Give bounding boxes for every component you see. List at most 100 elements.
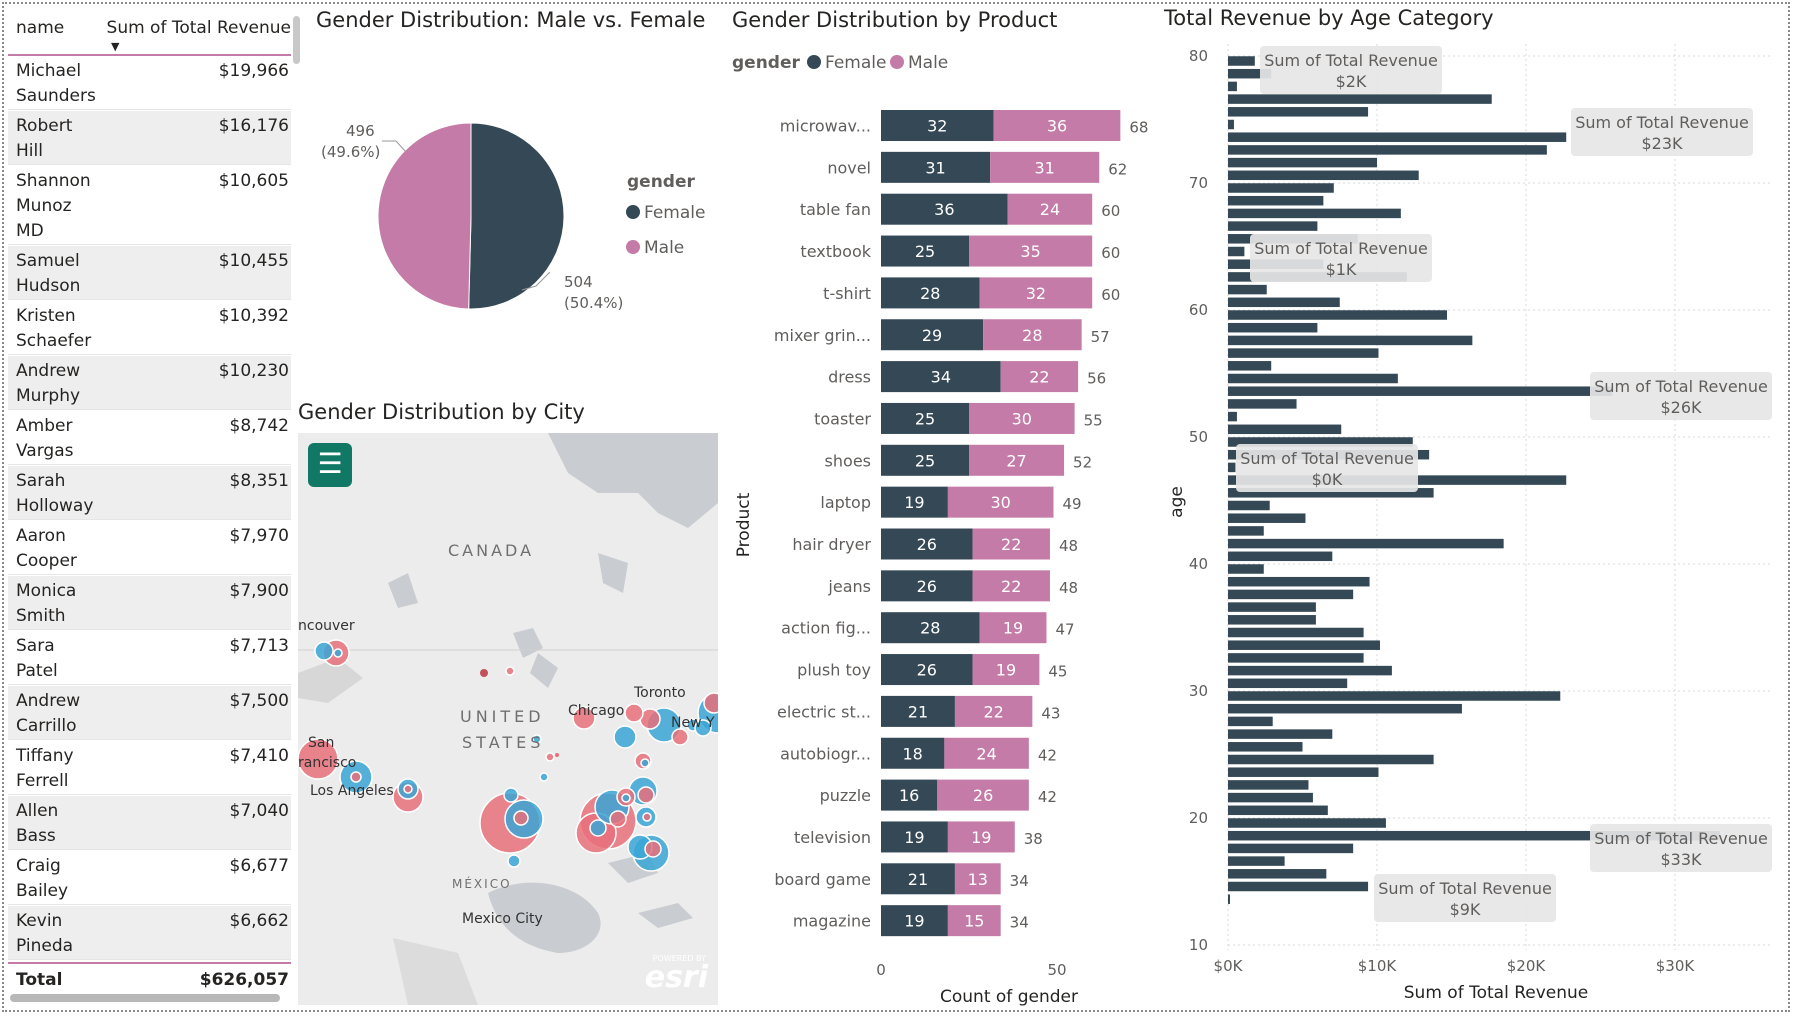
age-bar[interactable] xyxy=(1228,576,1370,587)
table-row[interactable]: Andrew Carrillo $7,500 xyxy=(8,686,291,740)
column-header-name[interactable]: name xyxy=(16,18,65,38)
table-header[interactable]: name Sum of Total Revenue ▼ xyxy=(8,14,291,56)
age-bar[interactable] xyxy=(1228,348,1379,358)
age-bar[interactable] xyxy=(1228,94,1492,104)
table-horizontal-scrollbar[interactable] xyxy=(10,994,280,1002)
table-row[interactable]: Tiffany Ferrell $7,410 xyxy=(8,741,291,795)
bar-female[interactable] xyxy=(881,444,969,476)
bar-female[interactable] xyxy=(881,277,980,309)
bar-male[interactable] xyxy=(1007,193,1093,225)
age-bar[interactable] xyxy=(1228,462,1236,473)
bar-female[interactable] xyxy=(881,905,948,937)
map-bubble-male[interactable] xyxy=(671,728,689,746)
map-bubble-male[interactable] xyxy=(545,752,555,762)
age-bar[interactable] xyxy=(1228,767,1379,777)
product-stacked-bar-chart[interactable]: gender Female Male microwav... 32 36 68 novel 31… xyxy=(728,40,1148,1010)
map-bubble-male[interactable] xyxy=(703,692,718,714)
age-bar[interactable] xyxy=(1228,716,1273,727)
bar-male[interactable] xyxy=(947,905,1001,937)
age-bar[interactable] xyxy=(1228,678,1348,689)
age-bar[interactable] xyxy=(1228,183,1334,193)
age-bar[interactable] xyxy=(1228,665,1392,676)
map-bubble-male[interactable] xyxy=(609,810,627,828)
table-row[interactable]: Samuel Hudson $10,455 xyxy=(8,246,291,300)
map-bubble-female[interactable] xyxy=(613,725,637,749)
bar-male[interactable] xyxy=(990,151,1100,183)
map-bubble-female[interactable] xyxy=(694,719,712,737)
revenue-by-name-table[interactable]: name Sum of Total Revenue ▼ Michael Saund… xyxy=(8,14,291,994)
table-vertical-scrollbar[interactable] xyxy=(293,16,300,64)
bar-female[interactable] xyxy=(881,151,991,183)
age-bar[interactable] xyxy=(1228,335,1473,346)
age-bar[interactable] xyxy=(1228,170,1419,181)
table-row[interactable]: Kevin Pineda $6,662 xyxy=(8,906,291,960)
bar-male[interactable] xyxy=(954,863,1001,895)
table-row[interactable]: Sara Patel $7,713 xyxy=(8,631,291,685)
bar-female[interactable] xyxy=(881,235,969,267)
bar-male[interactable] xyxy=(937,779,1029,811)
bar-female[interactable] xyxy=(881,193,1008,225)
gender-city-map[interactable]: CANADA UNITED STATES Chicago Toronto New… xyxy=(298,433,718,1005)
map-bubble-male[interactable] xyxy=(644,840,662,858)
age-bar[interactable] xyxy=(1228,818,1386,828)
age-bar[interactable] xyxy=(1228,615,1316,625)
bar-female[interactable] xyxy=(881,821,948,853)
age-bar[interactable] xyxy=(1228,145,1547,155)
age-bar[interactable] xyxy=(1228,742,1303,752)
age-bar[interactable] xyxy=(1228,500,1270,511)
bar-female[interactable] xyxy=(881,779,938,811)
age-bar[interactable] xyxy=(1228,551,1333,562)
bar-male[interactable] xyxy=(979,612,1047,644)
age-bar[interactable] xyxy=(1228,56,1255,66)
table-row[interactable]: Monica Smith $7,900 xyxy=(8,576,291,630)
age-bar[interactable] xyxy=(1228,119,1234,130)
age-bar[interactable] xyxy=(1228,310,1448,320)
age-bar[interactable] xyxy=(1228,830,1720,841)
table-row[interactable]: Kristen Schaefer $10,392 xyxy=(8,301,291,355)
map-bubble-female[interactable] xyxy=(621,793,631,803)
bar-female[interactable] xyxy=(881,654,973,686)
bar-male[interactable] xyxy=(969,402,1075,434)
pie-slice-male[interactable] xyxy=(377,122,472,310)
map-bubble-male[interactable] xyxy=(624,703,644,723)
age-bar[interactable] xyxy=(1228,729,1333,739)
pie-slice-female[interactable] xyxy=(468,122,565,310)
age-bar[interactable] xyxy=(1228,284,1267,295)
map-bubble-female[interactable] xyxy=(589,819,607,837)
age-bar[interactable] xyxy=(1228,703,1462,714)
table-row[interactable]: Andrew Murphy $10,230 xyxy=(8,356,291,410)
bar-male[interactable] xyxy=(972,528,1050,560)
age-bar[interactable] xyxy=(1228,68,1272,79)
map-bubble-male[interactable] xyxy=(480,669,488,677)
age-revenue-bar-chart[interactable]: $0K $10K $20K $30K 10 20 30 40 50 60 70 80 Sum of To… xyxy=(1160,36,1790,1011)
age-bar[interactable] xyxy=(1228,195,1324,206)
age-bar[interactable] xyxy=(1228,805,1328,816)
age-bar[interactable] xyxy=(1228,488,1434,498)
bar-female[interactable] xyxy=(881,695,955,727)
age-bar[interactable] xyxy=(1228,780,1309,790)
age-bar[interactable] xyxy=(1228,322,1318,333)
age-bar[interactable] xyxy=(1228,221,1318,231)
bar-male[interactable] xyxy=(983,319,1082,351)
map-bubble-female[interactable] xyxy=(539,772,549,782)
age-bar[interactable] xyxy=(1228,653,1364,663)
bar-male[interactable] xyxy=(972,654,1040,686)
age-bar[interactable] xyxy=(1228,81,1237,92)
age-bar[interactable] xyxy=(1228,538,1504,549)
bar-male[interactable] xyxy=(979,277,1093,309)
bar-male[interactable] xyxy=(969,444,1065,476)
map-bubble-male[interactable] xyxy=(350,771,362,783)
bar-male[interactable] xyxy=(954,695,1033,727)
gender-pie-chart[interactable]: 504 (50.4%) 496 (49.6%) gender Female Male xyxy=(300,40,720,370)
bar-male[interactable] xyxy=(1000,361,1079,393)
age-bar[interactable] xyxy=(1228,589,1354,600)
bar-female[interactable] xyxy=(881,570,973,602)
map-bubble-female[interactable] xyxy=(333,648,343,658)
age-bar[interactable] xyxy=(1228,894,1230,904)
age-bar[interactable] xyxy=(1228,602,1316,612)
age-bar[interactable] xyxy=(1228,691,1561,701)
bar-male[interactable] xyxy=(993,110,1121,141)
map-bubble-female[interactable] xyxy=(503,787,519,803)
table-row[interactable]: Michael Saunders $19,966 xyxy=(8,56,291,110)
map-bubble-male[interactable] xyxy=(572,706,596,730)
